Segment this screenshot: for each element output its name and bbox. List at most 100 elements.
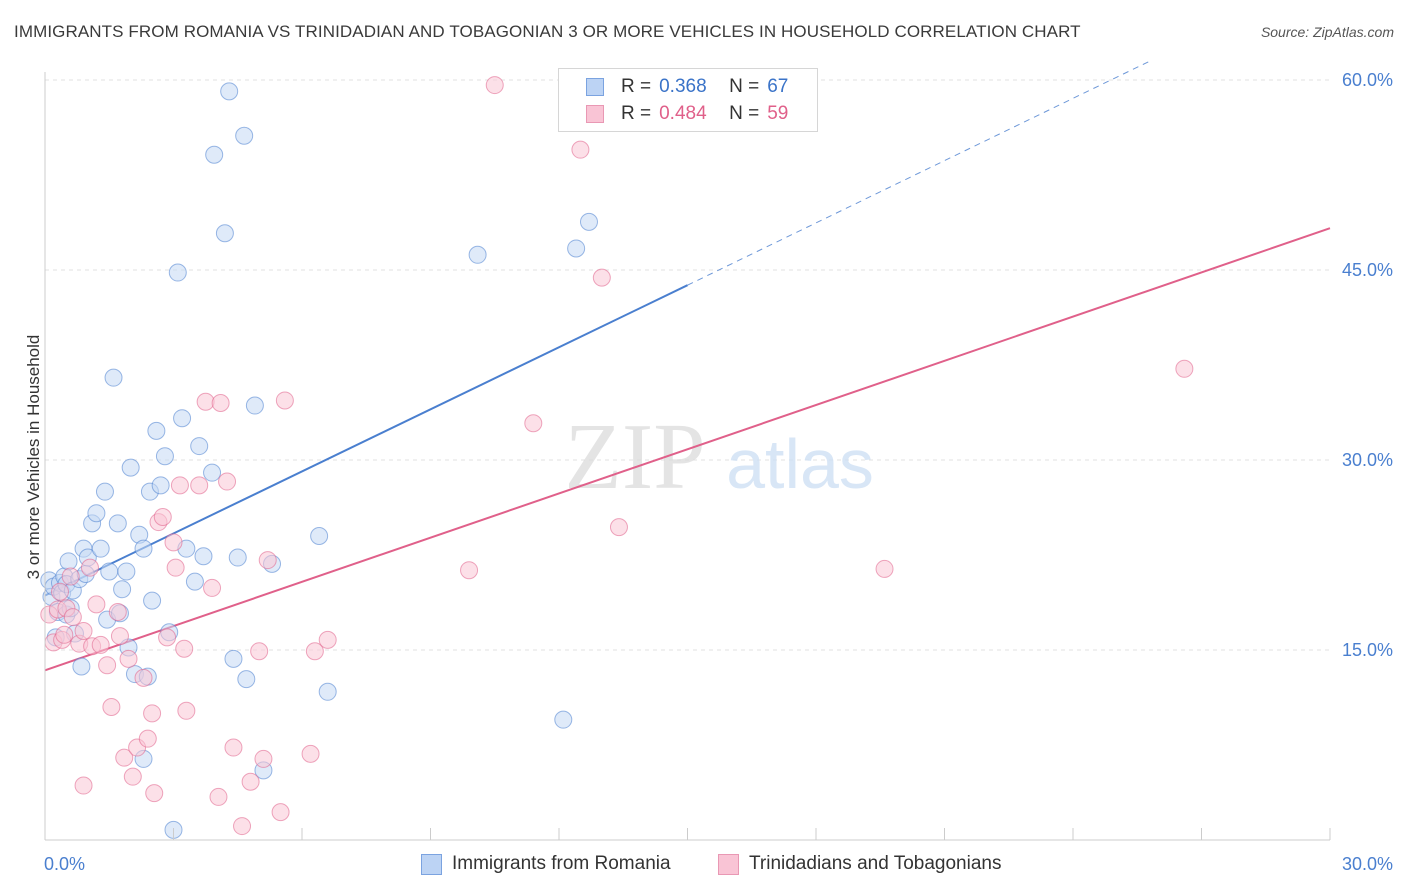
point-trinidad xyxy=(571,140,590,159)
n-label: N = xyxy=(729,103,760,124)
y-axis-label: 3 or more Vehicles in Household xyxy=(24,334,43,580)
point-romania xyxy=(579,212,598,231)
point-romania xyxy=(194,547,213,566)
point-romania xyxy=(205,145,224,164)
point-romania xyxy=(190,437,209,456)
point-romania xyxy=(117,562,136,581)
point-romania xyxy=(224,649,243,668)
n-value: 59 xyxy=(767,103,789,124)
watermark-suffix: atlas xyxy=(726,425,874,503)
point-trinidad xyxy=(211,394,230,412)
trend-line-extension xyxy=(687,60,1151,286)
r-label: R = xyxy=(621,76,652,97)
point-trinidad xyxy=(143,704,162,723)
r-label: R = xyxy=(621,103,652,124)
point-trinidad xyxy=(258,551,277,570)
point-trinidad xyxy=(145,784,164,803)
legend-swatch-romania xyxy=(421,853,442,875)
y-tick-label: 30.0% xyxy=(1342,450,1393,470)
point-romania xyxy=(147,421,166,440)
point-romania xyxy=(318,682,337,701)
point-romania xyxy=(203,463,222,482)
point-trinidad xyxy=(134,668,153,687)
point-trinidad xyxy=(98,656,117,675)
point-romania xyxy=(59,552,78,571)
n-value: 67 xyxy=(767,76,789,97)
point-romania xyxy=(108,514,127,533)
r-value: 0.368 xyxy=(659,76,707,97)
trend-line xyxy=(44,284,688,597)
chart-source: Source: ZipAtlas.com xyxy=(1260,24,1394,40)
point-romania xyxy=(228,548,247,567)
point-romania xyxy=(185,572,204,591)
y-tick-label: 60.0% xyxy=(1342,70,1393,90)
trend-lines xyxy=(44,60,1331,672)
point-trinidad xyxy=(301,744,320,763)
axes: 15.0% 30.0% 45.0% 60.0% 0.0% 30.0% xyxy=(44,70,1393,874)
point-romania xyxy=(310,527,329,545)
legend-label-romania: Immigrants from Romania xyxy=(452,853,671,874)
n-label: N = xyxy=(729,76,760,97)
point-romania xyxy=(113,580,132,599)
point-romania xyxy=(87,504,106,523)
point-trinidad xyxy=(209,787,228,806)
stats-row-romania: R = 0.368 N = 67 xyxy=(559,75,788,99)
point-romania xyxy=(151,476,170,495)
point-trinidad xyxy=(250,642,269,661)
point-trinidad xyxy=(87,595,106,614)
point-trinidad xyxy=(875,559,894,578)
point-romania xyxy=(554,710,573,729)
point-trinidad xyxy=(91,635,110,654)
point-trinidad xyxy=(1175,359,1194,378)
point-romania xyxy=(567,239,586,258)
legend-item-romania[interactable]: Immigrants from Romania xyxy=(421,852,671,876)
point-trinidad xyxy=(74,776,93,795)
y-tick-label: 45.0% xyxy=(1342,260,1393,280)
point-trinidad xyxy=(61,567,80,586)
point-trinidad xyxy=(138,729,157,748)
point-romania xyxy=(143,591,162,610)
point-trinidad xyxy=(55,625,74,644)
point-trinidad xyxy=(609,518,628,537)
point-trinidad xyxy=(271,803,290,822)
legend-item-trinidad[interactable]: Trinidadians and Tobagonians xyxy=(718,852,1001,876)
point-romania xyxy=(134,539,153,558)
point-trinidad xyxy=(196,392,215,411)
point-trinidad xyxy=(123,767,142,786)
point-trinidad xyxy=(119,649,138,668)
point-romania xyxy=(155,447,174,466)
point-romania xyxy=(235,126,254,145)
point-romania xyxy=(220,82,239,101)
trinidad-swatch xyxy=(586,105,604,123)
point-trinidad xyxy=(224,738,243,757)
point-trinidad xyxy=(170,476,189,495)
point-trinidad xyxy=(110,627,129,646)
point-romania xyxy=(173,409,192,428)
romania-swatch xyxy=(586,78,604,96)
point-trinidad xyxy=(305,642,324,661)
point-trinidad xyxy=(166,558,185,577)
point-trinidad xyxy=(108,603,127,621)
point-trinidad xyxy=(241,772,260,791)
r-value: 0.484 xyxy=(659,103,707,124)
point-trinidad xyxy=(233,817,252,836)
point-trinidad xyxy=(164,533,183,552)
point-trinidad xyxy=(158,628,177,647)
stats-row-trinidad: R = 0.484 N = 59 xyxy=(559,102,788,126)
point-romania xyxy=(104,368,123,387)
point-romania xyxy=(100,562,119,581)
point-trinidad xyxy=(175,639,194,658)
point-trinidad xyxy=(592,268,611,287)
point-trinidad xyxy=(460,561,479,580)
point-romania xyxy=(95,482,114,501)
legend-swatch-trinidad xyxy=(718,853,739,875)
chart-title: IMMIGRANTS FROM ROMANIA VS TRINIDADIAN A… xyxy=(14,22,1081,41)
stats-legend: R = 0.368 N = 67 R = 0.484 N = 59 xyxy=(558,68,818,132)
point-trinidad xyxy=(115,748,134,767)
point-trinidad xyxy=(50,582,69,601)
point-trinidad xyxy=(485,76,504,95)
point-trinidad xyxy=(153,508,172,526)
point-trinidad xyxy=(254,749,273,768)
point-trinidad xyxy=(102,698,121,716)
